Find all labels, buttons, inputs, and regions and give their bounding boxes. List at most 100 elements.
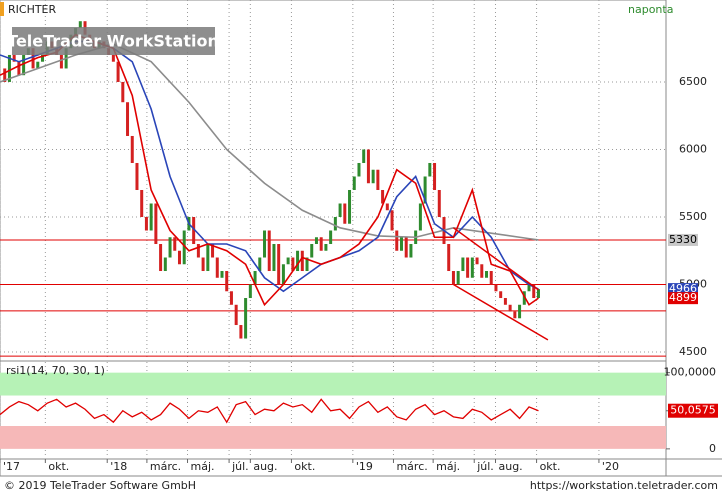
x-tick-label: '19 <box>356 460 373 473</box>
price-bar <box>395 230 399 251</box>
price-bar <box>154 203 158 245</box>
price-bar <box>357 162 361 177</box>
y-tick-label: 6500 <box>679 75 707 88</box>
price-bar <box>300 250 304 272</box>
price-bar <box>111 54 115 62</box>
price-bar <box>296 250 300 272</box>
last-value-box <box>668 403 718 418</box>
price-bar <box>234 304 238 326</box>
price-bar <box>277 244 281 285</box>
price-bar <box>144 216 148 231</box>
price-bar <box>78 21 82 28</box>
price-bar <box>352 176 356 190</box>
price-bar <box>22 54 26 76</box>
price-bar <box>281 264 285 285</box>
price-bar <box>451 271 455 285</box>
price-bar <box>376 169 380 190</box>
indicator-title: rsi1(14, 70, 30, 1) <box>6 364 105 377</box>
watermark-box <box>12 27 215 55</box>
price-bar <box>390 210 394 231</box>
price-bar <box>532 284 536 299</box>
price-bar <box>291 257 295 272</box>
price-bar <box>229 291 233 305</box>
price-bar <box>263 230 267 258</box>
price-bar <box>466 257 470 278</box>
x-tick-label: máj. <box>436 460 460 473</box>
copyright: © 2019 TeleTrader Software GmbH <box>4 479 196 492</box>
price-bar <box>220 271 224 278</box>
band <box>0 426 666 449</box>
price-bar <box>286 257 290 265</box>
symbol-marker <box>0 2 4 16</box>
price-bar <box>140 189 144 217</box>
x-tick-label: '18 <box>110 460 127 473</box>
x-tick-label: márc. <box>150 460 181 473</box>
symbol: RICHTER <box>8 3 57 16</box>
url: https://workstation.teletrader.com <box>530 479 718 492</box>
price-bar <box>225 271 229 292</box>
price-bar <box>314 237 318 245</box>
price-bar <box>244 298 248 339</box>
trend-line <box>453 283 549 341</box>
price-bar <box>159 244 163 272</box>
price-bar <box>59 54 63 69</box>
price-bar <box>149 203 153 231</box>
price-bar <box>423 176 427 204</box>
price-bar <box>527 284 531 292</box>
price-bar <box>480 264 484 278</box>
price-bar <box>36 61 40 69</box>
price-bar <box>324 244 328 251</box>
price-bar <box>428 162 432 177</box>
price-bar <box>329 230 333 245</box>
price-bar <box>371 169 375 184</box>
price-bar <box>362 149 366 163</box>
x-tick-label: máj. <box>191 460 215 473</box>
price-bar <box>366 149 370 184</box>
y-tick-label: 0 <box>709 442 716 455</box>
price-bar <box>485 271 489 278</box>
last-value-label: 4966 <box>669 282 697 295</box>
price-bar <box>31 48 35 69</box>
price-bar <box>196 244 200 258</box>
x-tick-label: okt. <box>294 460 315 473</box>
price-bar <box>12 54 16 62</box>
x-tick-label: '17 <box>3 460 20 473</box>
price-bar <box>348 189 352 224</box>
x-tick-label: aug. <box>498 460 522 473</box>
price-bar <box>211 244 215 258</box>
price-bar <box>168 237 172 258</box>
price-bar <box>338 203 342 217</box>
price-bar <box>272 244 276 272</box>
price-bar <box>513 311 517 319</box>
price-bar <box>494 284 498 292</box>
last-value-box <box>668 292 698 305</box>
trend-line <box>453 227 539 291</box>
price-bar <box>182 230 186 265</box>
y-tick-label: 100,0000 <box>664 366 717 379</box>
price-bar <box>418 203 422 231</box>
price-bar <box>3 68 7 82</box>
price-bar <box>343 203 347 224</box>
last-value-label: 4899 <box>669 291 697 304</box>
price-bar <box>399 237 403 251</box>
period: naponta <box>628 3 673 16</box>
price-bar <box>126 102 130 136</box>
price-bar <box>206 244 210 272</box>
last-value-label: 50,0575 <box>670 404 716 417</box>
price-bar <box>121 81 125 103</box>
price-bar <box>17 61 21 76</box>
x-tick-label: aug. <box>253 460 277 473</box>
x-tick-label: okt. <box>48 460 69 473</box>
price-bar <box>456 271 460 285</box>
price-bar <box>319 237 323 251</box>
price-bar <box>381 189 385 204</box>
price-bar <box>437 189 441 217</box>
price-bar <box>385 203 389 211</box>
price-bar <box>248 284 252 299</box>
price-bar <box>522 291 526 305</box>
price-bar <box>130 135 134 163</box>
price-bar <box>41 54 45 62</box>
price-bar <box>518 304 522 319</box>
x-tick-label: okt. <box>540 460 561 473</box>
